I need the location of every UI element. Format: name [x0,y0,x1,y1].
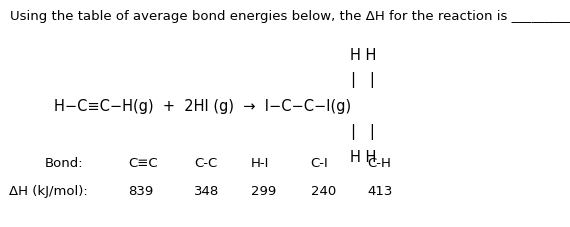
Text: |   |: | | [351,124,375,140]
Text: C-C: C-C [194,156,217,169]
Text: H H: H H [350,149,376,164]
Text: H-I: H-I [251,156,269,169]
Text: 240: 240 [311,184,336,197]
Text: 839: 839 [128,184,153,197]
Text: C-H: C-H [368,156,392,169]
Text: C-I: C-I [311,156,328,169]
Text: ΔH (kJ/mol):: ΔH (kJ/mol): [9,184,87,197]
Text: Using the table of average bond energies below, the ΔH for the reaction is _____: Using the table of average bond energies… [10,10,570,23]
Text: 299: 299 [251,184,276,197]
Text: |   |: | | [351,72,375,87]
Text: 348: 348 [194,184,219,197]
Text: Bond:: Bond: [44,156,83,169]
Text: H H: H H [350,48,376,63]
Text: C≡C: C≡C [128,156,158,169]
Text: 413: 413 [368,184,393,197]
Text: H−C≡C−H(g)  +  2HI (g)  →  I−C−C−I(g): H−C≡C−H(g) + 2HI (g) → I−C−C−I(g) [54,98,351,113]
